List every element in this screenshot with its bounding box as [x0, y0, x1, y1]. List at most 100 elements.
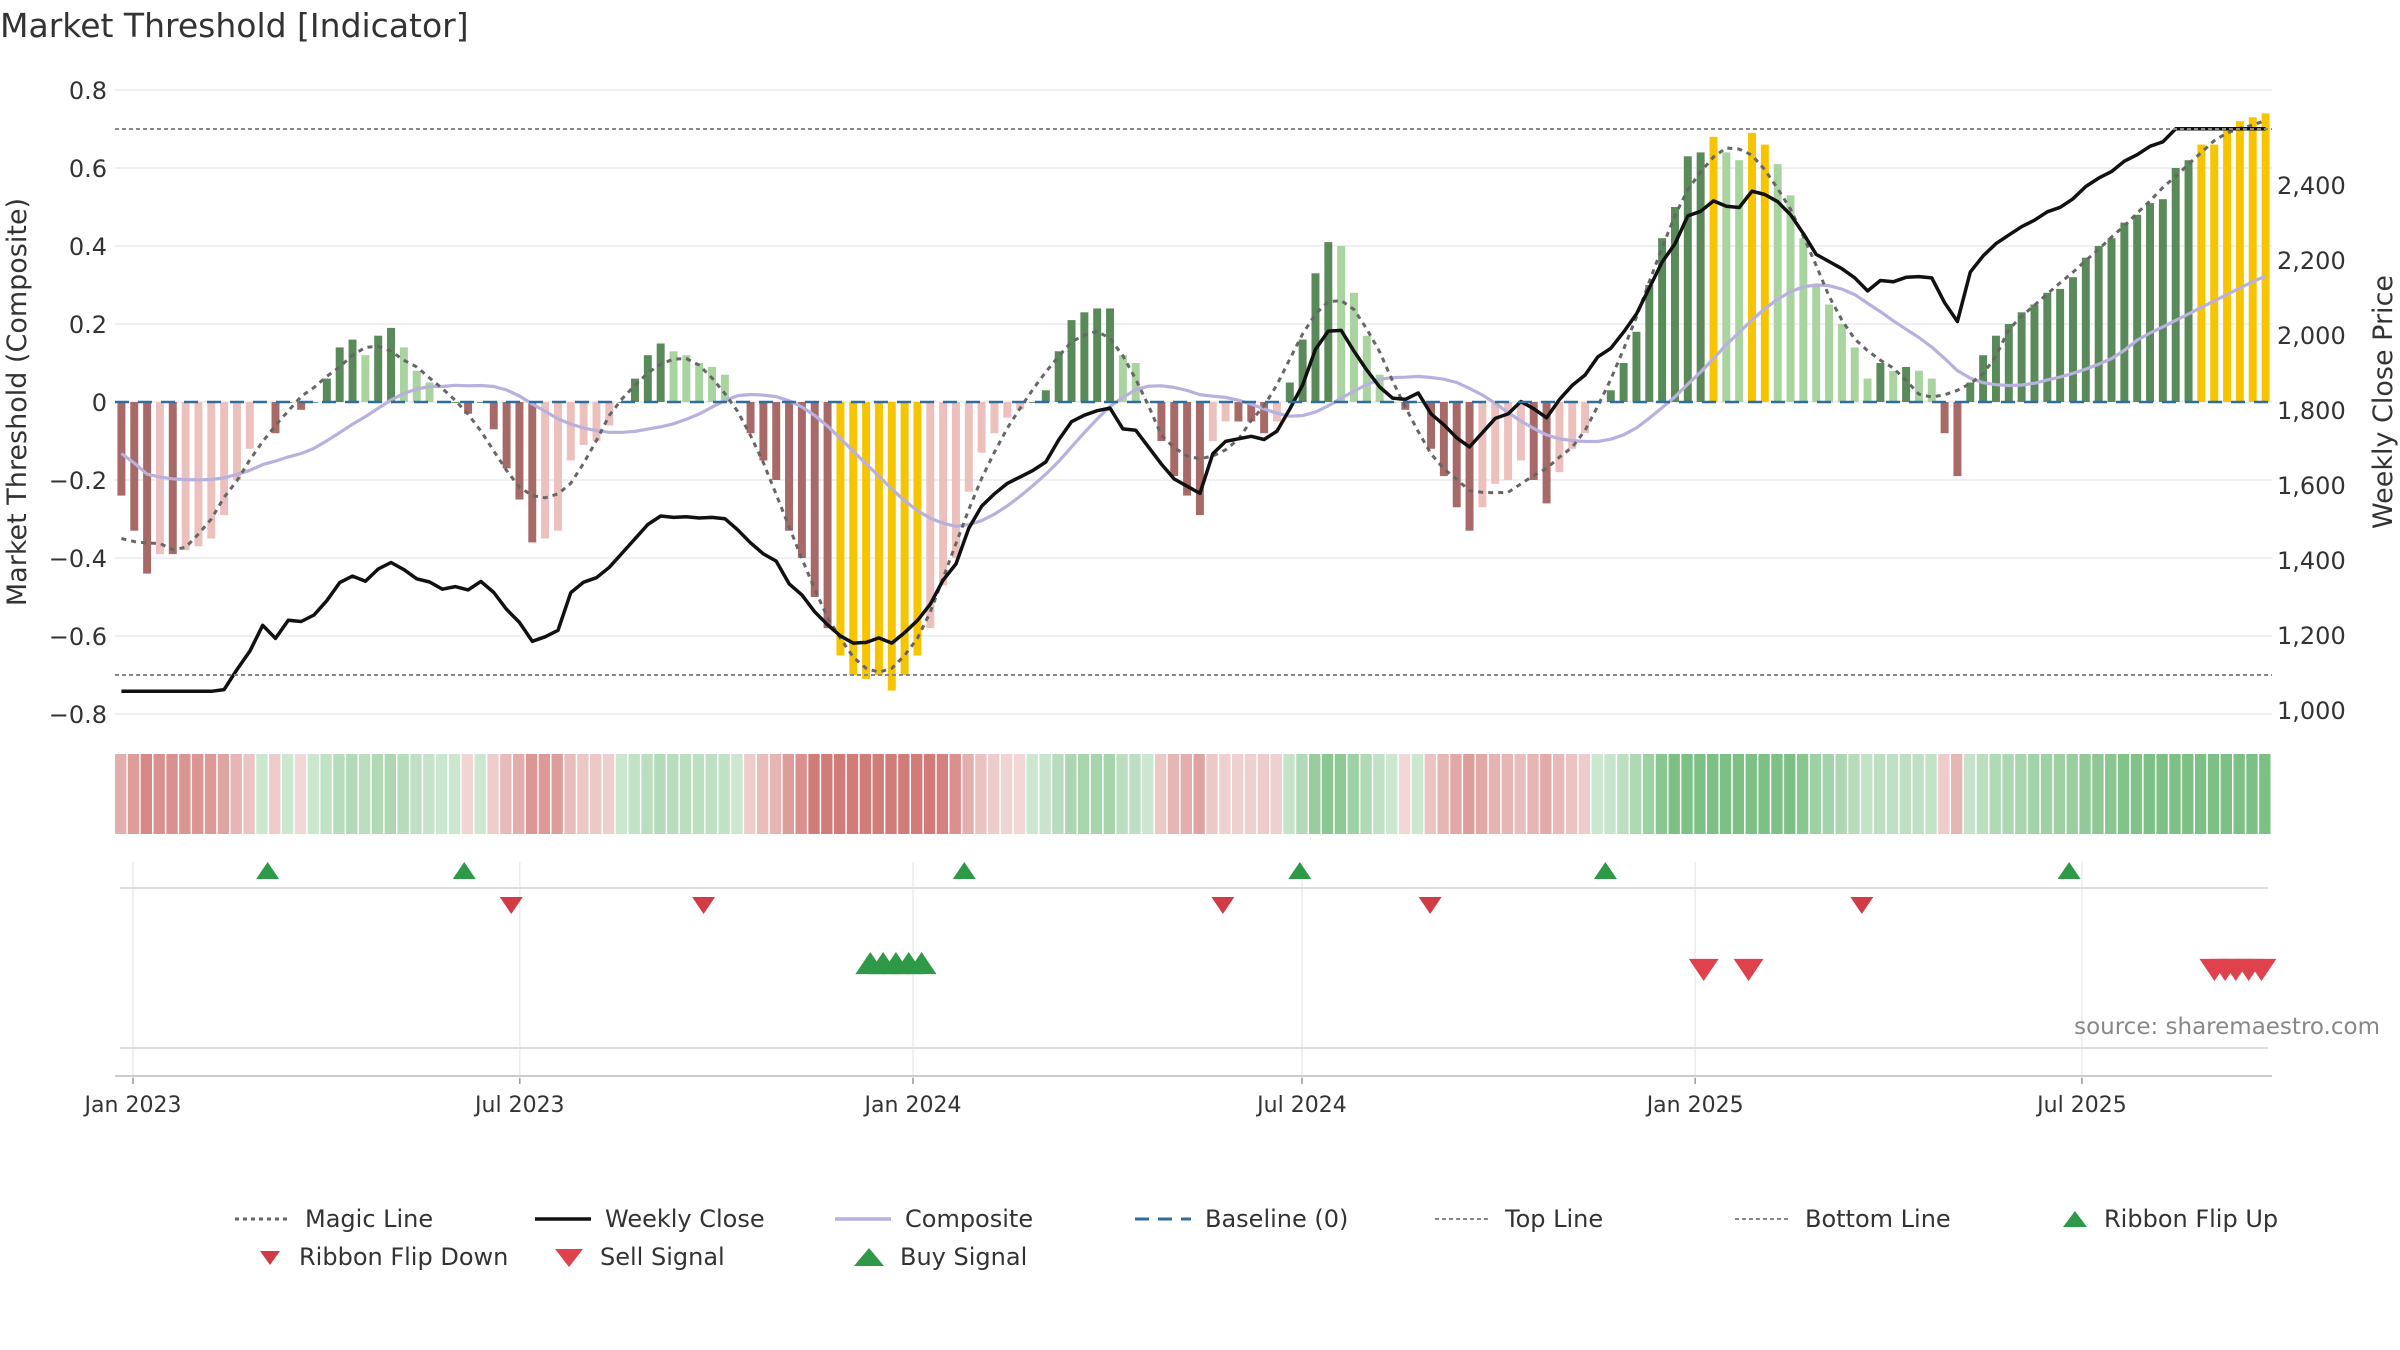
triangle-up-icon	[952, 862, 976, 879]
legend-label: Top Line	[1505, 1205, 1604, 1233]
composite-bar	[387, 327, 396, 402]
ribbon-cell	[2117, 754, 2130, 834]
composite-bar	[2017, 312, 2026, 402]
composite-bar	[553, 402, 562, 531]
composite-bar	[1093, 308, 1102, 402]
composite-bar	[2171, 168, 2180, 402]
y-tick-label: −0.4	[49, 545, 107, 573]
composite-bar	[951, 402, 960, 558]
ribbon-cell	[1719, 754, 1732, 834]
ribbon-cell	[577, 754, 589, 834]
composite-bar	[1902, 366, 1911, 402]
ribbon-cell	[179, 754, 191, 834]
ribbon-cell	[2028, 754, 2040, 834]
ribbon-cell	[1784, 754, 1796, 834]
y2-tick-label: 1,000	[2277, 697, 2346, 725]
composite-bar	[1991, 335, 2000, 402]
ribbon-cell	[448, 754, 461, 834]
composite-bar	[1658, 238, 1667, 402]
composite-bar	[1709, 136, 1718, 403]
composite-bar	[1041, 390, 1050, 402]
source-note: source: sharemaestro.com	[2074, 1014, 2380, 1040]
ribbon-cell	[936, 754, 949, 834]
ribbon-cell	[1861, 754, 1873, 834]
ribbon-cell	[346, 754, 358, 834]
ribbon-cell	[1591, 754, 1603, 834]
composite-bar	[451, 402, 460, 403]
y-tick-label: 0.8	[69, 77, 107, 105]
ribbon-cell	[1540, 754, 1552, 834]
ribbon-cell	[2194, 754, 2207, 834]
ribbon-cell	[1360, 754, 1372, 834]
x-tick-label: Jul 2024	[1255, 1093, 1347, 1118]
ribbon	[115, 754, 2271, 834]
x-tick-label: Jan 2023	[83, 1093, 182, 1118]
composite-bar	[1914, 370, 1923, 402]
ribbon-cell	[1642, 754, 1655, 834]
composite-bar	[964, 402, 973, 492]
composite-bar	[2081, 257, 2090, 402]
ribbon-cell	[2092, 754, 2104, 834]
composite-bar	[1118, 355, 1127, 402]
composite-bar	[566, 402, 575, 461]
reference-lines	[115, 128, 2272, 676]
ribbon-cell	[1373, 754, 1385, 834]
composite-bar	[1260, 402, 1269, 434]
composite-bar	[476, 402, 485, 403]
ribbon-cell	[1668, 754, 1680, 834]
ribbon-cell	[1822, 754, 1834, 834]
ribbon-cell	[269, 754, 281, 834]
ribbon-cell	[1951, 754, 1963, 834]
ribbon-cell	[2246, 754, 2258, 834]
ribbon-cell	[769, 754, 782, 834]
composite-bar	[232, 402, 241, 480]
composite-bar	[939, 402, 948, 586]
composite-bar	[130, 402, 139, 531]
composite-bar	[631, 378, 639, 402]
composite-bar	[335, 347, 344, 402]
composite-bar	[1940, 402, 1949, 434]
ribbon-cell	[1553, 754, 1565, 834]
y2-tick-label: 1,600	[2277, 472, 2346, 500]
composite-bar	[1350, 292, 1358, 402]
composite-bar	[220, 402, 229, 516]
composite-bar	[682, 355, 691, 402]
triangle-down-icon	[1850, 897, 1874, 914]
composite-bar	[361, 355, 370, 402]
composite-bar	[1568, 402, 1577, 449]
ribbon-cell	[564, 754, 576, 834]
composite-bar	[2043, 292, 2052, 402]
x-tick-label: Jan 2025	[1645, 1093, 1744, 1118]
composite-bar	[1067, 320, 1076, 402]
ribbon-cell	[1103, 754, 1115, 834]
triangle-down-icon	[2246, 958, 2277, 981]
ribbon-cell	[1167, 754, 1180, 834]
ribbon-cell	[397, 754, 409, 834]
composite-bar	[181, 402, 190, 551]
ribbon-cell	[1154, 754, 1167, 834]
ribbon-cell	[166, 754, 178, 834]
magic-line	[121, 118, 2267, 674]
ribbon-cell	[859, 754, 872, 834]
ribbon-cell	[320, 754, 332, 834]
composite-bar	[1337, 246, 1346, 402]
grid	[115, 89, 2272, 715]
ribbon-cell	[1180, 754, 1192, 834]
legend-label: Baseline (0)	[1205, 1205, 1349, 1233]
ribbon-cell	[1026, 754, 1038, 834]
composite-bar	[1645, 285, 1654, 402]
ribbon-cell	[1000, 754, 1013, 834]
ribbon-cell	[962, 754, 974, 834]
ribbon-cell	[1809, 754, 1822, 834]
triangle-up-icon	[906, 952, 937, 975]
composite-bar	[310, 402, 318, 403]
composite-bar	[1696, 152, 1705, 402]
ribbon-cell	[192, 754, 204, 834]
ribbon-cell	[1039, 754, 1051, 834]
ribbon-cell	[487, 754, 499, 834]
ribbon-cell	[821, 754, 833, 834]
composite-bar	[1504, 402, 1513, 480]
ribbon-cell	[1116, 754, 1128, 834]
triangle-down-icon	[499, 897, 523, 914]
ribbon-cell	[1450, 754, 1462, 834]
